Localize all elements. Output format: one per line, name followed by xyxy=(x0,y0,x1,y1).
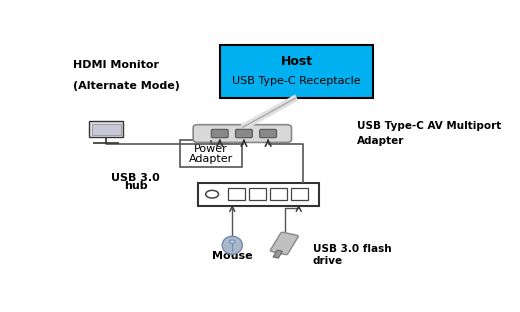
Text: hub: hub xyxy=(124,181,147,191)
FancyBboxPatch shape xyxy=(211,129,228,138)
FancyBboxPatch shape xyxy=(193,125,292,142)
FancyBboxPatch shape xyxy=(291,188,308,200)
Text: (Alternate Mode): (Alternate Mode) xyxy=(73,81,180,91)
FancyBboxPatch shape xyxy=(270,188,287,200)
Circle shape xyxy=(229,240,235,243)
FancyBboxPatch shape xyxy=(92,124,121,135)
Circle shape xyxy=(205,190,218,198)
FancyBboxPatch shape xyxy=(198,183,319,206)
Text: Host: Host xyxy=(281,55,313,68)
FancyBboxPatch shape xyxy=(89,121,123,137)
FancyBboxPatch shape xyxy=(259,129,277,138)
Text: HDMI Monitor: HDMI Monitor xyxy=(73,60,159,70)
FancyBboxPatch shape xyxy=(273,250,282,258)
Text: USB Type-C AV Multiport: USB Type-C AV Multiport xyxy=(357,121,501,131)
FancyBboxPatch shape xyxy=(270,232,298,255)
FancyBboxPatch shape xyxy=(236,129,252,138)
FancyBboxPatch shape xyxy=(249,188,266,200)
Text: USB 3.0: USB 3.0 xyxy=(111,173,160,183)
FancyBboxPatch shape xyxy=(228,188,245,200)
Text: USB Type-C Receptacle: USB Type-C Receptacle xyxy=(232,76,361,85)
Ellipse shape xyxy=(222,236,242,254)
Text: Power: Power xyxy=(194,144,228,154)
Text: drive: drive xyxy=(313,256,343,266)
FancyBboxPatch shape xyxy=(180,139,242,167)
Text: Adapter: Adapter xyxy=(189,154,233,164)
FancyBboxPatch shape xyxy=(220,45,373,97)
Text: Mouse: Mouse xyxy=(212,251,253,261)
Text: USB 3.0 flash: USB 3.0 flash xyxy=(313,244,392,254)
Text: Adapter: Adapter xyxy=(357,136,405,146)
